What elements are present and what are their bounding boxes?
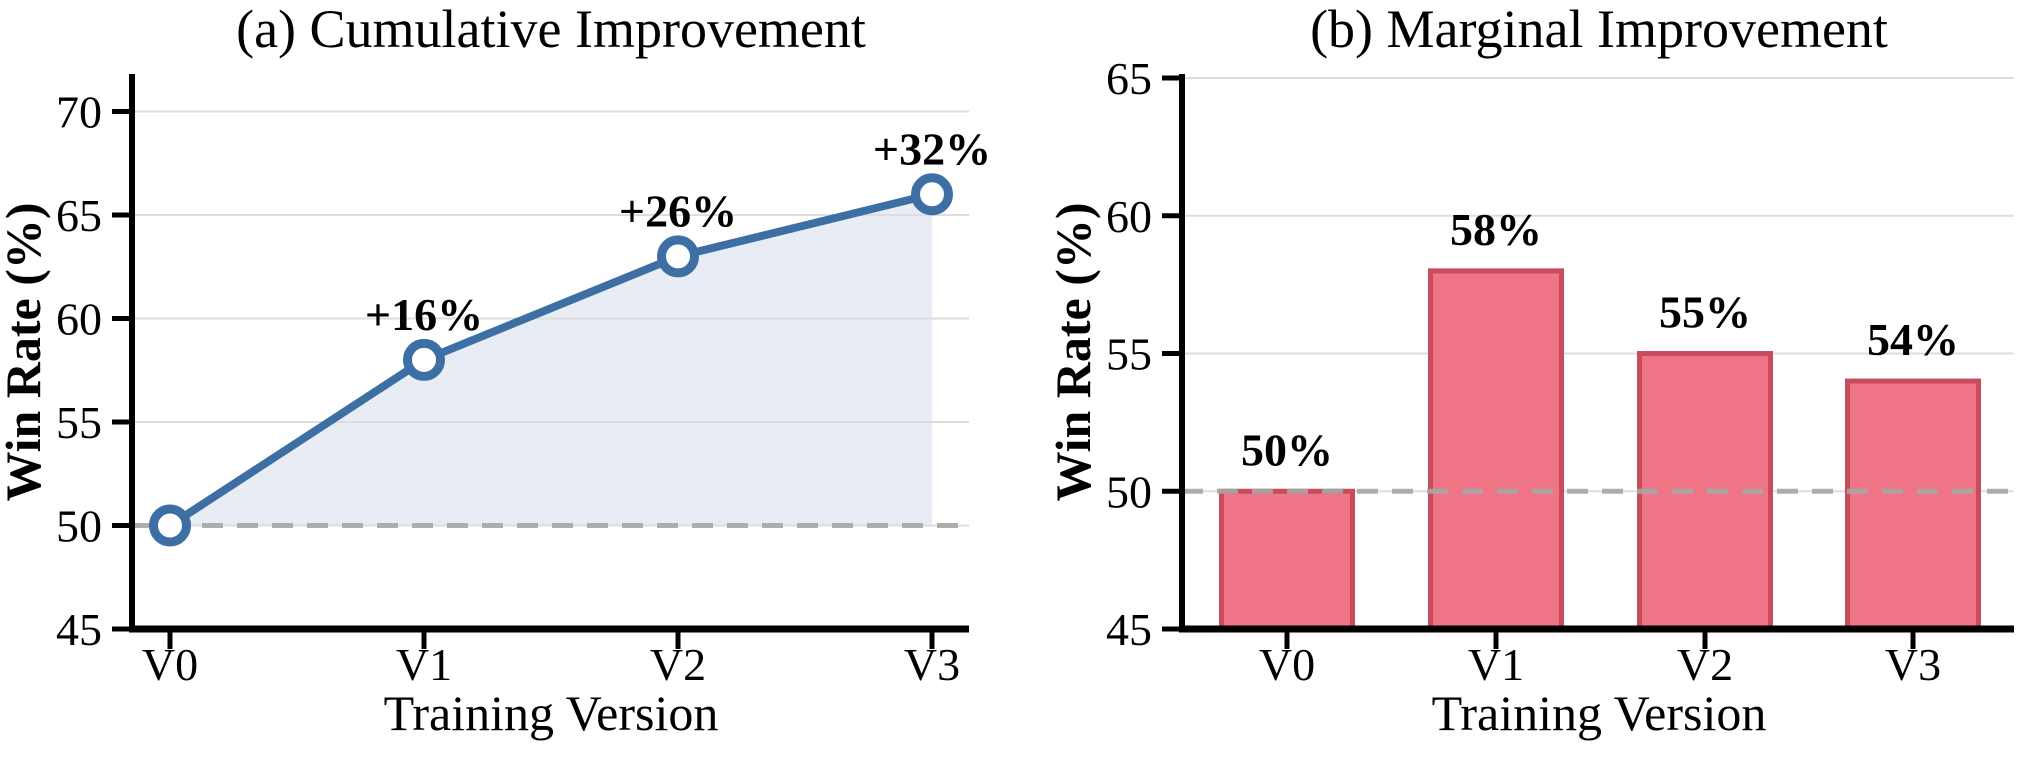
y-tick-label-60: 60 xyxy=(1106,191,1152,242)
data-point-marker-v2 xyxy=(657,235,699,278)
y-tick-label-50: 50 xyxy=(1106,466,1152,517)
x-tick-label-v0: V0 xyxy=(1259,639,1315,690)
bar-value-label-v0: 50% xyxy=(1241,424,1333,475)
y-tick-label-60: 60 xyxy=(56,294,102,345)
cumulative-trend-line xyxy=(166,190,936,530)
data-point-marker-v3 xyxy=(911,173,953,216)
data-point-marker-v1 xyxy=(403,338,445,381)
y-tick-label-45: 45 xyxy=(56,604,102,655)
bar-value-label-v2: 55% xyxy=(1659,287,1751,338)
panel-b-x-axis-label: Training Version xyxy=(1432,685,1767,741)
panel-b-y-axis-label: Win Rate (%) xyxy=(1045,202,1101,501)
bar-v1 xyxy=(1428,268,1564,632)
panel-a-y-axis-label: Win Rate (%) xyxy=(0,202,51,501)
x-tick-label-v1: V1 xyxy=(1468,639,1524,690)
y-tick-label-65: 65 xyxy=(1106,53,1152,104)
y-tick-label-65: 65 xyxy=(56,190,102,241)
annotation-v3: +32% xyxy=(873,123,991,174)
x-tick-label-v2: V2 xyxy=(1677,639,1733,690)
y-tick-label-50: 50 xyxy=(56,501,102,552)
marginal-improvement-chart: 50% 58% 55% 54% 45 50 55 60 65 V0 V1 V2 V3 xyxy=(1106,53,2014,690)
panel-b-title: (b) Marginal Improvement xyxy=(1310,0,1888,59)
data-point-marker-v0 xyxy=(149,504,191,547)
x-tick-label-v1: V1 xyxy=(396,639,452,690)
x-tick-label-v3: V3 xyxy=(1885,639,1941,690)
cumulative-area-fill xyxy=(170,194,932,526)
x-tick-label-v3: V3 xyxy=(904,639,960,690)
bar-value-label-v3: 54% xyxy=(1867,314,1959,365)
y-tick-label-45: 45 xyxy=(1106,604,1152,655)
annotation-v1: +16% xyxy=(365,289,483,340)
panel-a-x-axis-label: Training Version xyxy=(384,685,719,741)
bar-value-label-v1: 58% xyxy=(1450,204,1542,255)
bar-v3 xyxy=(1845,378,1981,632)
x-tick-label-v2: V2 xyxy=(650,639,706,690)
bar-v0 xyxy=(1219,488,1355,632)
x-tick-label-v0: V0 xyxy=(142,639,198,690)
y-tick-label-55: 55 xyxy=(1106,329,1152,380)
panel-a-title: (a) Cumulative Improvement xyxy=(236,0,866,59)
annotation-v2: +26% xyxy=(619,185,737,236)
y-tick-label-55: 55 xyxy=(56,397,102,448)
y-tick-label-70: 70 xyxy=(56,87,102,138)
cumulative-improvement-chart: +16% +26% +32% 45 50 55 60 65 70 V0 V1 V2 V3 xyxy=(56,74,991,690)
